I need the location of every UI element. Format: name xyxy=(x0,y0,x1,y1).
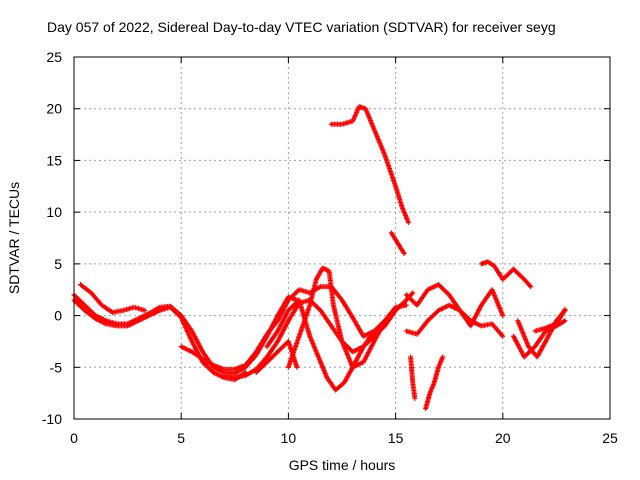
series-arc-5 xyxy=(221,297,409,381)
x-axis-label: GPS time / hours xyxy=(289,457,396,473)
series-arc-15 xyxy=(478,259,534,290)
y-tick-label: 25 xyxy=(46,49,62,65)
data-point xyxy=(371,328,377,334)
data-point xyxy=(527,283,533,289)
x-tick-label: 0 xyxy=(70,430,78,446)
data-point xyxy=(528,284,534,290)
series-arc-9 xyxy=(328,104,411,225)
data-point xyxy=(294,364,300,370)
x-tick-label: 10 xyxy=(281,430,297,446)
data-point xyxy=(562,318,568,324)
data-point xyxy=(403,302,409,308)
series-arc-18 xyxy=(532,306,568,334)
chart-title: Day 057 of 2022, Sidereal Day-to-day VTE… xyxy=(47,19,556,35)
x-tick-label: 25 xyxy=(602,430,618,446)
y-tick-label: 20 xyxy=(46,101,62,117)
y-axis-label: SDTVAR / TECUs xyxy=(6,182,22,294)
data-points xyxy=(71,104,568,412)
series-arc-14 xyxy=(423,354,446,412)
series-arc-3 xyxy=(77,282,148,315)
x-tick-label: 15 xyxy=(388,430,404,446)
y-tick-label: 15 xyxy=(46,152,62,168)
x-tick-label: 20 xyxy=(495,430,511,446)
axis-ticks: 0 5 10 15 20 25 -10 -5 0 5 10 15 20 25 xyxy=(42,49,618,446)
y-tick-label: 0 xyxy=(54,308,62,324)
data-point xyxy=(409,291,415,297)
y-tick-label: -10 xyxy=(42,411,62,427)
y-tick-label: -5 xyxy=(50,359,63,375)
y-tick-label: 10 xyxy=(46,204,62,220)
series-arc-11 xyxy=(403,302,506,339)
data-point xyxy=(142,307,148,313)
plot-frame xyxy=(73,56,611,420)
data-point xyxy=(405,219,411,225)
series-arc-13 xyxy=(408,354,418,401)
data-point xyxy=(500,313,506,319)
series-arc-8 xyxy=(285,265,409,370)
series-arc-12 xyxy=(403,282,506,329)
data-point xyxy=(401,251,407,257)
data-point xyxy=(440,354,446,360)
data-point xyxy=(403,297,409,303)
data-point xyxy=(410,290,416,296)
x-tick-label: 5 xyxy=(177,430,185,446)
y-tick-label: 5 xyxy=(54,256,62,272)
data-point xyxy=(500,333,506,339)
data-point xyxy=(562,306,568,312)
series-arc-10 xyxy=(388,230,407,257)
grid xyxy=(74,57,610,419)
data-point xyxy=(412,395,418,401)
